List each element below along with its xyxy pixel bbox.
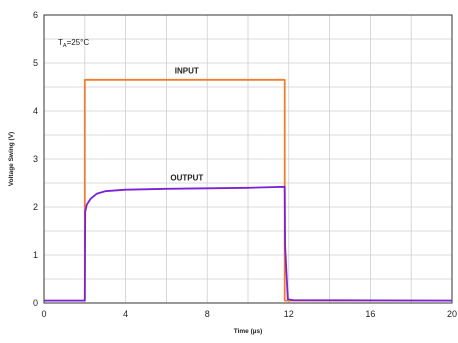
grid	[43, 14, 453, 304]
x-tick-label: 8	[205, 309, 210, 319]
temperature-symbol: T	[58, 38, 63, 47]
y-axis-title: Voltage Swing (V)	[8, 132, 15, 186]
input-annotation: INPUT	[175, 67, 199, 76]
x-tick-label: 0	[41, 309, 46, 319]
temperature-value: =25°C	[67, 38, 90, 47]
plot-frame	[43, 14, 453, 304]
y-tick-label: 0	[33, 298, 38, 308]
y-tick-label: 6	[33, 10, 38, 20]
y-tick-label: 1	[33, 250, 38, 260]
y-tick-label: 2	[33, 202, 38, 212]
x-tick-label: 12	[284, 309, 294, 319]
x-tick-label: 16	[365, 309, 375, 319]
y-tick-label: 3	[33, 154, 38, 164]
x-tick-label: 20	[447, 309, 457, 319]
y-tick-label: 4	[33, 106, 38, 116]
y-tick-label: 5	[33, 58, 38, 68]
temperature-subscript: A	[63, 43, 67, 49]
output-annotation: OUTPUT	[170, 174, 203, 183]
series-layer	[44, 78, 453, 302]
temperature-condition-label: TA=25°C	[58, 38, 89, 49]
x-axis-title: Time (µs)	[234, 328, 263, 335]
x-tick-label: 4	[123, 309, 128, 319]
series-line-output	[44, 185, 453, 302]
